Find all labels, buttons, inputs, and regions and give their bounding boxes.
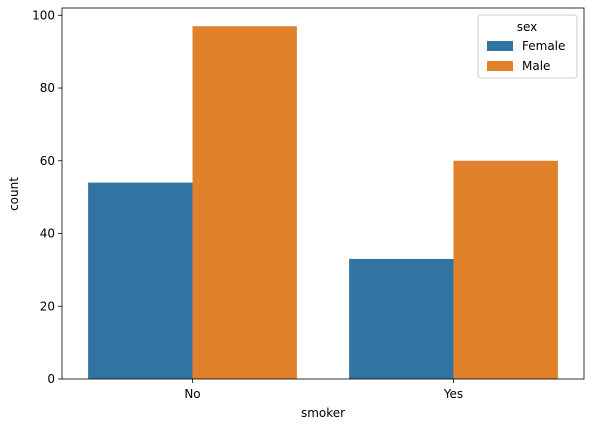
y-tick-label: 80 (40, 81, 55, 95)
legend: sex Female Male (477, 14, 578, 79)
y-tick-label: 60 (40, 154, 55, 168)
bar-female-no (88, 182, 193, 379)
legend-swatch-male (487, 61, 513, 71)
y-tick-label: 40 (40, 227, 55, 241)
y-axis-label: count (7, 177, 21, 211)
legend-label-male: Male (522, 59, 550, 73)
x-axis-label: smoker (301, 406, 345, 420)
legend-title: sex (517, 20, 538, 34)
bar-male-yes (453, 160, 558, 379)
legend-items: Female Male (487, 39, 565, 73)
x-tick-label: Yes (443, 387, 463, 401)
x-axis-ticks: No Yes (184, 379, 463, 401)
plot-frame (61, 7, 585, 380)
legend-label-female: Female (522, 39, 565, 53)
bar-female-yes (349, 258, 454, 379)
x-tick-label: No (184, 387, 200, 401)
y-tick-label: 100 (32, 8, 55, 22)
bar-male-no (192, 26, 297, 379)
y-tick-label: 20 (40, 299, 55, 313)
y-tick-label: 0 (47, 372, 55, 386)
legend-swatch-female (487, 41, 513, 51)
bars-group (88, 26, 558, 379)
y-axis-ticks: 0 20 40 60 80 100 (32, 8, 62, 386)
